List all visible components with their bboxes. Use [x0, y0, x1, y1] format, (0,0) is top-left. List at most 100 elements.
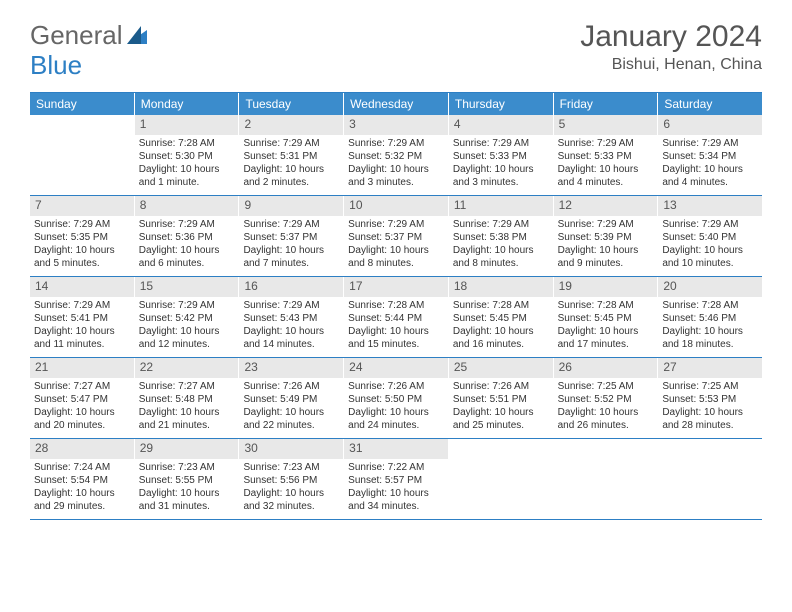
sunset-line: Sunset: 5:51 PM — [453, 393, 549, 406]
sunset-line: Sunset: 5:56 PM — [243, 474, 339, 487]
day-info: Sunrise: 7:29 AMSunset: 5:41 PMDaylight:… — [30, 297, 134, 355]
sunset-line: Sunset: 5:32 PM — [348, 150, 444, 163]
sunrise-line: Sunrise: 7:22 AM — [348, 461, 444, 474]
day-cell: 11Sunrise: 7:29 AMSunset: 5:38 PMDayligh… — [449, 196, 554, 276]
day-number: 17 — [344, 277, 448, 297]
week-row: 14Sunrise: 7:29 AMSunset: 5:41 PMDayligh… — [30, 277, 762, 358]
day-info: Sunrise: 7:29 AMSunset: 5:33 PMDaylight:… — [554, 135, 658, 193]
day-number: 10 — [344, 196, 448, 216]
week-row: 1Sunrise: 7:28 AMSunset: 5:30 PMDaylight… — [30, 115, 762, 196]
daylight-line: Daylight: 10 hours and 18 minutes. — [662, 325, 758, 351]
sunset-line: Sunset: 5:43 PM — [243, 312, 339, 325]
sunrise-line: Sunrise: 7:29 AM — [139, 299, 235, 312]
day-cell: 12Sunrise: 7:29 AMSunset: 5:39 PMDayligh… — [554, 196, 659, 276]
day-info: Sunrise: 7:28 AMSunset: 5:30 PMDaylight:… — [135, 135, 239, 193]
daylight-line: Daylight: 10 hours and 6 minutes. — [139, 244, 235, 270]
day-cell: 8Sunrise: 7:29 AMSunset: 5:36 PMDaylight… — [135, 196, 240, 276]
daylight-line: Daylight: 10 hours and 4 minutes. — [662, 163, 758, 189]
week-row: 7Sunrise: 7:29 AMSunset: 5:35 PMDaylight… — [30, 196, 762, 277]
day-info: Sunrise: 7:29 AMSunset: 5:37 PMDaylight:… — [344, 216, 448, 274]
daylight-line: Daylight: 10 hours and 34 minutes. — [348, 487, 444, 513]
weekday-header: Friday — [554, 93, 659, 115]
day-number: 2 — [239, 115, 343, 135]
day-cell: 16Sunrise: 7:29 AMSunset: 5:43 PMDayligh… — [239, 277, 344, 357]
sunset-line: Sunset: 5:57 PM — [348, 474, 444, 487]
day-info: Sunrise: 7:29 AMSunset: 5:38 PMDaylight:… — [449, 216, 553, 274]
daylight-line: Daylight: 10 hours and 32 minutes. — [243, 487, 339, 513]
daylight-line: Daylight: 10 hours and 16 minutes. — [453, 325, 549, 351]
day-cell: 22Sunrise: 7:27 AMSunset: 5:48 PMDayligh… — [135, 358, 240, 438]
day-number: 26 — [554, 358, 658, 378]
daylight-line: Daylight: 10 hours and 4 minutes. — [558, 163, 654, 189]
day-number: 27 — [658, 358, 762, 378]
day-info: Sunrise: 7:24 AMSunset: 5:54 PMDaylight:… — [30, 459, 134, 517]
day-number: 15 — [135, 277, 239, 297]
sunset-line: Sunset: 5:35 PM — [34, 231, 130, 244]
day-cell: 25Sunrise: 7:26 AMSunset: 5:51 PMDayligh… — [449, 358, 554, 438]
daylight-line: Daylight: 10 hours and 10 minutes. — [662, 244, 758, 270]
day-number: 18 — [449, 277, 553, 297]
daylight-line: Daylight: 10 hours and 5 minutes. — [34, 244, 130, 270]
day-number: 20 — [658, 277, 762, 297]
day-info: Sunrise: 7:28 AMSunset: 5:45 PMDaylight:… — [554, 297, 658, 355]
sunrise-line: Sunrise: 7:29 AM — [34, 218, 130, 231]
day-number: 29 — [135, 439, 239, 459]
day-cell: 27Sunrise: 7:25 AMSunset: 5:53 PMDayligh… — [658, 358, 762, 438]
day-cell: 31Sunrise: 7:22 AMSunset: 5:57 PMDayligh… — [344, 439, 449, 519]
sunrise-line: Sunrise: 7:29 AM — [34, 299, 130, 312]
sunrise-line: Sunrise: 7:23 AM — [243, 461, 339, 474]
sunrise-line: Sunrise: 7:29 AM — [243, 137, 339, 150]
sunrise-line: Sunrise: 7:26 AM — [243, 380, 339, 393]
day-info: Sunrise: 7:29 AMSunset: 5:35 PMDaylight:… — [30, 216, 134, 274]
day-info: Sunrise: 7:27 AMSunset: 5:48 PMDaylight:… — [135, 378, 239, 436]
logo-text-1: General — [30, 20, 123, 51]
sunrise-line: Sunrise: 7:28 AM — [453, 299, 549, 312]
day-cell: 13Sunrise: 7:29 AMSunset: 5:40 PMDayligh… — [658, 196, 762, 276]
daylight-line: Daylight: 10 hours and 26 minutes. — [558, 406, 654, 432]
day-cell: 17Sunrise: 7:28 AMSunset: 5:44 PMDayligh… — [344, 277, 449, 357]
day-info: Sunrise: 7:26 AMSunset: 5:49 PMDaylight:… — [239, 378, 343, 436]
daylight-line: Daylight: 10 hours and 9 minutes. — [558, 244, 654, 270]
day-number: 8 — [135, 196, 239, 216]
daylight-line: Daylight: 10 hours and 7 minutes. — [243, 244, 339, 270]
day-info: Sunrise: 7:28 AMSunset: 5:44 PMDaylight:… — [344, 297, 448, 355]
weekday-header-row: SundayMondayTuesdayWednesdayThursdayFrid… — [30, 93, 762, 115]
day-number: 9 — [239, 196, 343, 216]
day-number: 11 — [449, 196, 553, 216]
day-number: 28 — [30, 439, 134, 459]
day-cell: 10Sunrise: 7:29 AMSunset: 5:37 PMDayligh… — [344, 196, 449, 276]
daylight-line: Daylight: 10 hours and 20 minutes. — [34, 406, 130, 432]
day-cell — [30, 115, 135, 195]
day-number: 19 — [554, 277, 658, 297]
day-cell: 26Sunrise: 7:25 AMSunset: 5:52 PMDayligh… — [554, 358, 659, 438]
daylight-line: Daylight: 10 hours and 24 minutes. — [348, 406, 444, 432]
sunset-line: Sunset: 5:41 PM — [34, 312, 130, 325]
sunrise-line: Sunrise: 7:29 AM — [453, 137, 549, 150]
day-number: 22 — [135, 358, 239, 378]
day-cell: 7Sunrise: 7:29 AMSunset: 5:35 PMDaylight… — [30, 196, 135, 276]
daylight-line: Daylight: 10 hours and 25 minutes. — [453, 406, 549, 432]
daylight-line: Daylight: 10 hours and 8 minutes. — [348, 244, 444, 270]
sunset-line: Sunset: 5:38 PM — [453, 231, 549, 244]
day-info: Sunrise: 7:29 AMSunset: 5:33 PMDaylight:… — [449, 135, 553, 193]
sunrise-line: Sunrise: 7:29 AM — [243, 299, 339, 312]
location: Bishui, Henan, China — [580, 56, 762, 74]
day-cell: 9Sunrise: 7:29 AMSunset: 5:37 PMDaylight… — [239, 196, 344, 276]
sunset-line: Sunset: 5:46 PM — [662, 312, 758, 325]
sunrise-line: Sunrise: 7:27 AM — [34, 380, 130, 393]
day-number: 1 — [135, 115, 239, 135]
sunrise-line: Sunrise: 7:24 AM — [34, 461, 130, 474]
sunset-line: Sunset: 5:40 PM — [662, 231, 758, 244]
day-info: Sunrise: 7:25 AMSunset: 5:53 PMDaylight:… — [658, 378, 762, 436]
day-cell: 23Sunrise: 7:26 AMSunset: 5:49 PMDayligh… — [239, 358, 344, 438]
weekday-header: Thursday — [449, 93, 554, 115]
daylight-line: Daylight: 10 hours and 2 minutes. — [243, 163, 339, 189]
day-cell: 24Sunrise: 7:26 AMSunset: 5:50 PMDayligh… — [344, 358, 449, 438]
day-cell: 28Sunrise: 7:24 AMSunset: 5:54 PMDayligh… — [30, 439, 135, 519]
sunrise-line: Sunrise: 7:25 AM — [662, 380, 758, 393]
weekday-header: Saturday — [658, 93, 762, 115]
sunrise-line: Sunrise: 7:29 AM — [139, 218, 235, 231]
daylight-line: Daylight: 10 hours and 22 minutes. — [243, 406, 339, 432]
sunrise-line: Sunrise: 7:29 AM — [243, 218, 339, 231]
day-info: Sunrise: 7:28 AMSunset: 5:46 PMDaylight:… — [658, 297, 762, 355]
